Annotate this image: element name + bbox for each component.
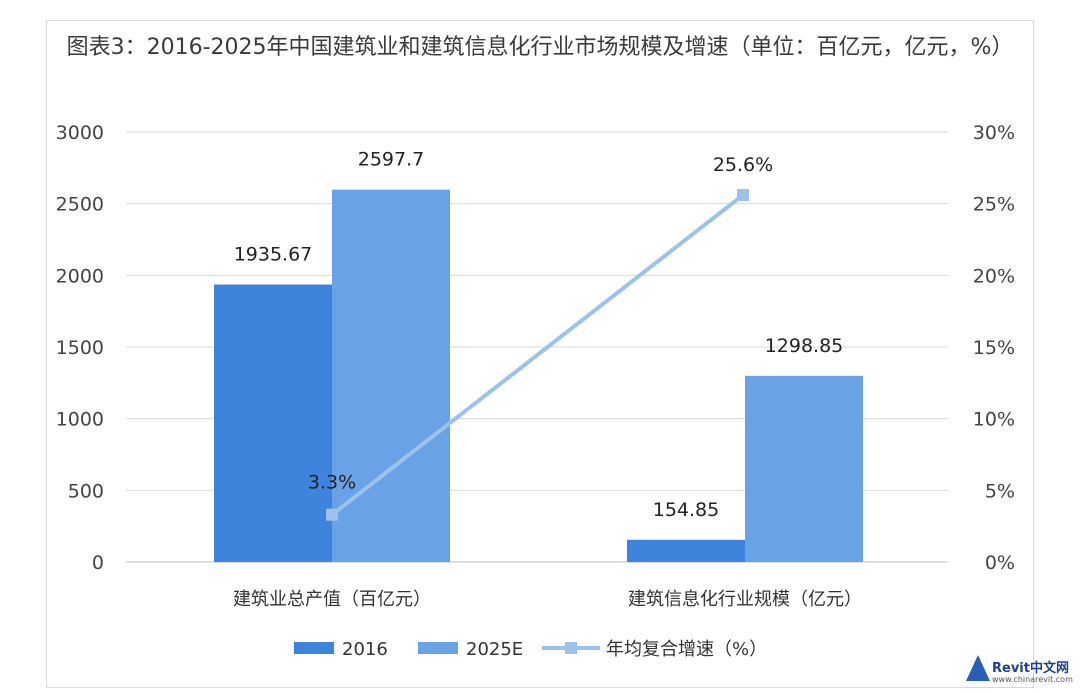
- y-tick-label: 1000: [56, 409, 104, 431]
- y-tick-label: 500: [68, 480, 104, 502]
- growth-data-label: 3.3%: [308, 472, 356, 494]
- revit-logo-icon: [966, 655, 990, 681]
- y-tick-label: 2000: [56, 265, 104, 287]
- watermark: Revit中文网 www.chinarevit.com: [964, 653, 1074, 689]
- bar-data-label: 2597.7: [358, 149, 424, 171]
- legend-label-growth: 年均复合增速（%）: [606, 639, 767, 660]
- category-label: 建筑业总产值（百亿元）: [233, 589, 431, 610]
- growth-data-label: 25.6%: [713, 154, 773, 176]
- legend-swatch-2016: [294, 642, 334, 654]
- legend-swatch-2025e: [418, 642, 458, 654]
- y2-tick-label: 0%: [985, 552, 1015, 574]
- legend-label-2025e: 2025E: [466, 639, 523, 660]
- y2-tick-label: 5%: [985, 480, 1015, 502]
- y-tick-label: 3000: [56, 122, 104, 144]
- bar-data-label: 1298.85: [765, 335, 844, 357]
- watermark-brand: Revit中文网: [992, 661, 1069, 676]
- y2-tick-label: 15%: [973, 337, 1015, 359]
- bar-2016-0: [214, 284, 332, 562]
- y2-tick-label: 30%: [973, 122, 1015, 144]
- bar-2025E-1: [745, 375, 863, 562]
- category-label: 建筑信息化行业规模（亿元）: [628, 589, 862, 610]
- y2-tick-label: 20%: [973, 265, 1015, 287]
- y-tick-label: 1500: [56, 337, 104, 359]
- y2-tick-label: 10%: [973, 409, 1015, 431]
- y2-tick-label: 25%: [973, 194, 1015, 216]
- chart-title: 图表3：2016-2025年中国建筑业和建筑信息化行业市场规模及增速（单位：百亿…: [66, 35, 1014, 60]
- y-tick-label: 0: [92, 552, 104, 574]
- bar-data-label: 154.85: [653, 499, 719, 521]
- bar-2016-1: [627, 539, 745, 562]
- y-tick-label: 2500: [56, 194, 104, 216]
- bar-2025E-0: [332, 189, 450, 562]
- bar-data-label: 1935.67: [234, 244, 313, 266]
- growth-line: [330, 193, 745, 517]
- legend-label-2016: 2016: [342, 639, 388, 660]
- watermark-url: www.chinarevit.com: [992, 675, 1073, 684]
- growth-marker: [737, 189, 749, 202]
- legend-marker-growth: [565, 642, 577, 654]
- growth-marker: [326, 508, 338, 521]
